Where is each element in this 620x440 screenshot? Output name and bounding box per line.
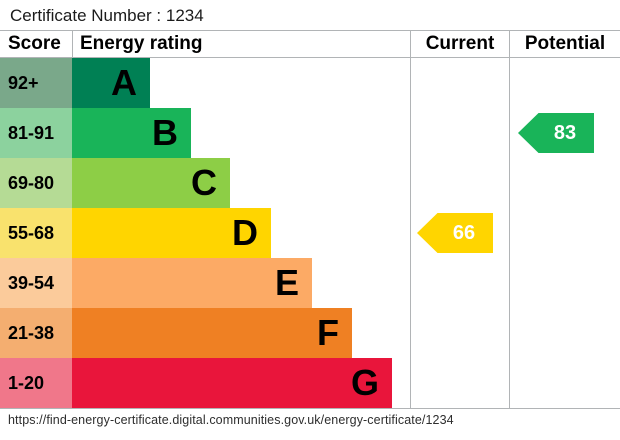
current-column-header: Current [425,33,495,54]
potential-rating-arrow: 83 [518,113,594,153]
potential-column-divider [509,31,510,408]
score-range-g: 1-20 [0,358,72,408]
band-letter-b: B [152,112,178,153]
score-range-d: 55-68 [0,208,72,258]
band-bar-g: G [72,358,392,408]
score-range-e: 39-54 [0,258,72,308]
score-range-a: 92+ [0,58,72,108]
band-letter-e: E [274,262,299,303]
band-bar-c: C [72,158,230,208]
band-row-a: 92+ A [0,58,410,108]
band-letter-c: C [191,162,217,203]
band-bar-b: B [72,108,191,158]
score-range-b: 81-91 [0,108,72,158]
band-rows: 92+ A 81-91 B 69-80 C 55-68 D 39-54 E 21-38 F 1-20 G [0,58,410,408]
current-rating-value: 66 [452,221,476,244]
band-bar-e: E [72,258,312,308]
certificate-number-title: Certificate Number : 1234 [10,6,204,25]
score-range-c: 69-80 [0,158,72,208]
band-bar-a: A [72,58,150,108]
band-letter-d: D [232,212,258,253]
band-row-e: 39-54 E [0,258,410,308]
band-bar-f: F [72,308,352,358]
current-rating-arrow: 66 [417,213,493,253]
potential-rating-value: 83 [553,121,577,144]
band-row-c: 69-80 C [0,158,410,208]
potential-column-header: Potential [524,33,606,54]
band-row-f: 21-38 F [0,308,410,358]
band-row-d: 55-68 D [0,208,410,258]
table-top-border [0,30,620,31]
score-column-divider [72,31,73,57]
band-letter-f: F [317,312,339,353]
energy-rating-column-header: Energy rating [80,33,203,54]
score-column-header: Score [8,33,61,54]
band-letter-g: G [350,362,379,403]
band-row-b: 81-91 B [0,108,410,158]
table-bottom-border [0,408,620,409]
band-letter-a: A [111,62,137,103]
score-range-f: 21-38 [0,308,72,358]
certificate-url: https://find-energy-certificate.digital.… [8,413,454,427]
current-column-divider [410,31,411,408]
band-row-g: 1-20 G [0,358,410,408]
header-bottom-border [0,57,620,58]
band-bar-d: D [72,208,271,258]
